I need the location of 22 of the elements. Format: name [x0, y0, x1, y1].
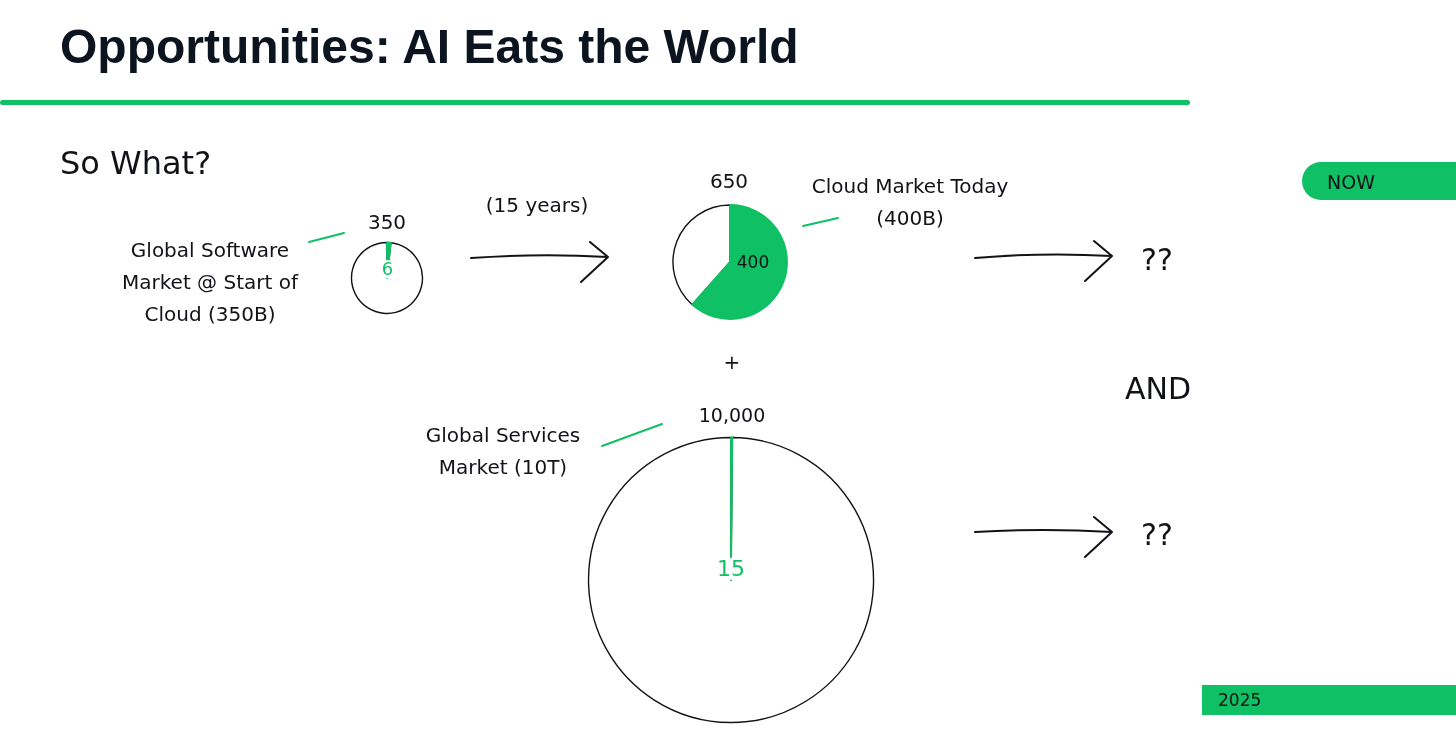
text: Global Services Market (10T)	[425, 423, 581, 479]
text: 10,000	[698, 403, 766, 426]
pie-slice	[587, 436, 875, 723]
data-label: 15	[717, 555, 746, 581]
pie-slice	[691, 204, 788, 320]
text: Global Software Market @ Start of Cloud (350B)	[122, 238, 299, 326]
text: Cloud Market Today (400B)	[811, 174, 1009, 230]
pie-slice	[350, 241, 424, 315]
data-label: 6	[381, 258, 394, 280]
text: ??	[1141, 241, 1173, 277]
chart-subtitle: So What?	[60, 144, 212, 183]
text: 2025	[1218, 689, 1262, 710]
text: (15 years)	[485, 193, 589, 217]
text: ??	[1141, 516, 1173, 552]
data-label: 400	[736, 251, 770, 272]
text: +	[723, 350, 741, 374]
chart-title: Opportunities: AI Eats the World	[60, 20, 799, 73]
pie-slice	[672, 204, 731, 306]
text: 650	[709, 169, 749, 193]
text: AND	[1124, 370, 1192, 406]
text: NOW	[1327, 170, 1376, 193]
text: 350	[367, 210, 407, 234]
